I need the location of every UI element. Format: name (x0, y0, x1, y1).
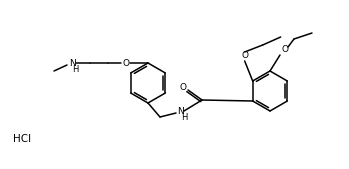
Text: O: O (282, 45, 289, 54)
Text: H: H (181, 114, 187, 123)
Text: O: O (241, 51, 248, 59)
Text: HCl: HCl (13, 134, 31, 144)
Text: N: N (177, 107, 183, 116)
Text: O: O (179, 82, 186, 91)
Text: H: H (72, 66, 78, 75)
Text: O: O (122, 58, 129, 67)
Text: N: N (69, 58, 75, 67)
